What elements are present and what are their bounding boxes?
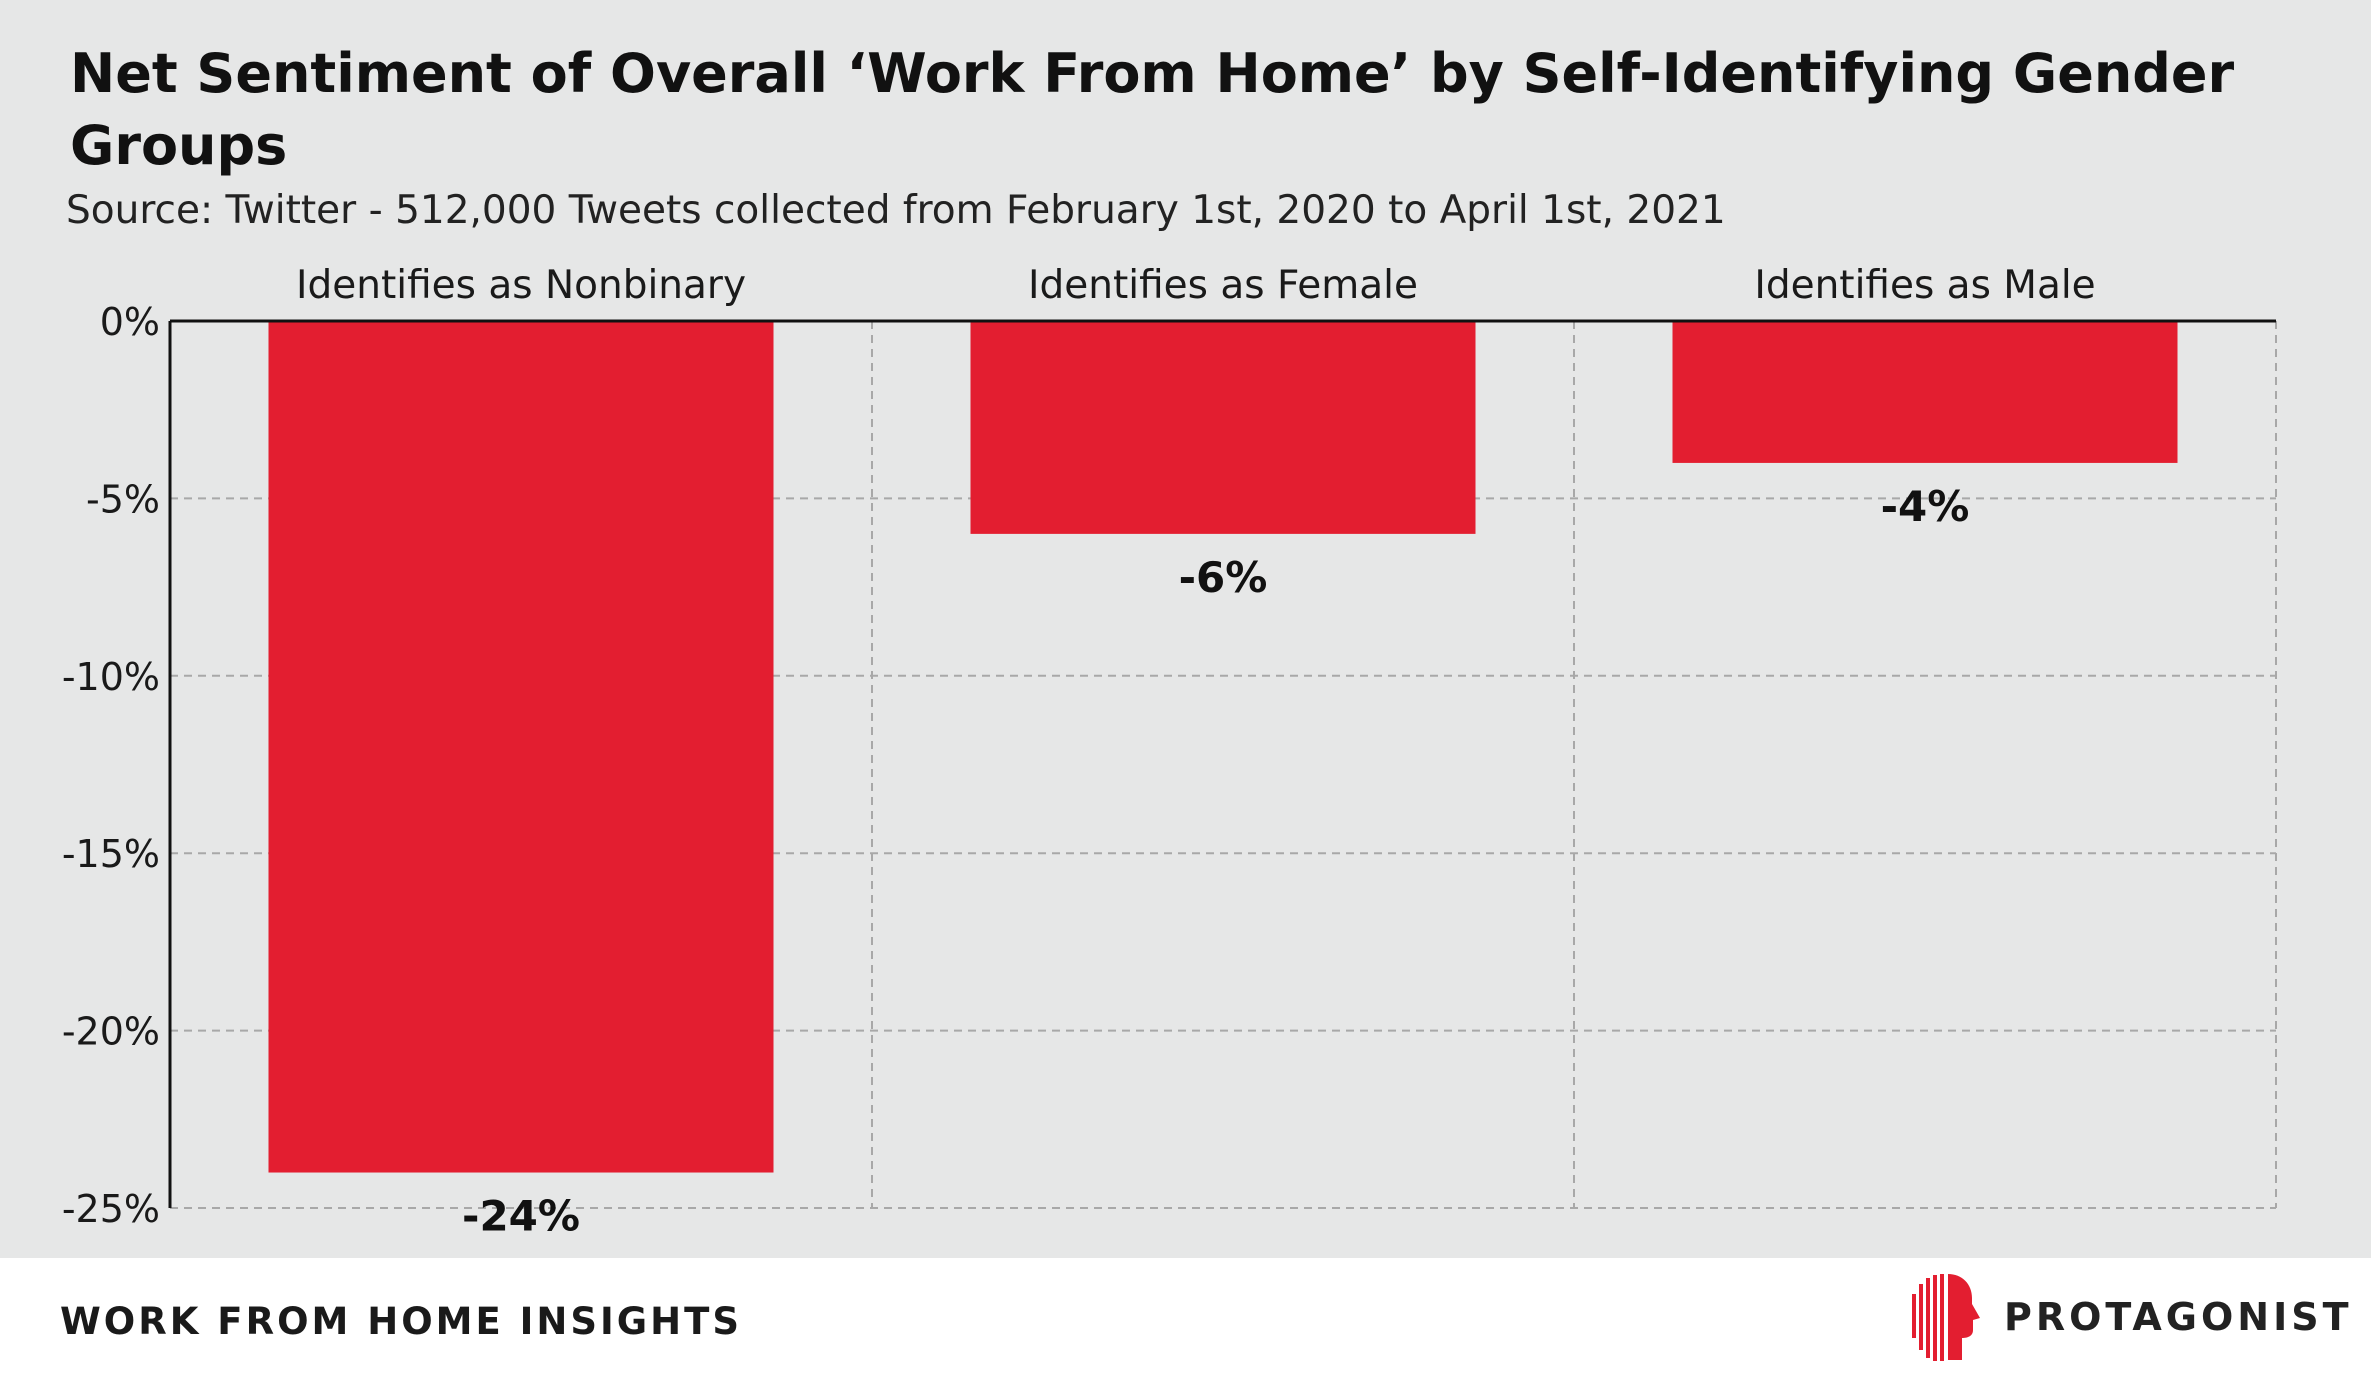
bar-value-label: -6%	[1179, 553, 1268, 602]
category-label: Identifies as Nonbinary	[296, 263, 746, 308]
chart-subtitle: Source: Twitter - 512,000 Tweets collect…	[66, 188, 1726, 233]
bar	[268, 321, 774, 1173]
y-tick-label: -10%	[62, 655, 160, 699]
footer-label: WORK FROM HOME INSIGHTS	[60, 1300, 742, 1343]
chart-panel: Net Sentiment of Overall ‘Work From Home…	[0, 0, 2371, 1258]
brand-name: PROTAGONIST	[2004, 1295, 2353, 1339]
y-tick-label: -5%	[86, 477, 160, 521]
y-tick-label: -20%	[62, 1010, 160, 1054]
bar-value-label: -4%	[1881, 482, 1970, 531]
bar	[1672, 321, 2178, 463]
category-label: Identifies as Male	[1754, 263, 2095, 308]
y-tick-label: -15%	[62, 832, 160, 876]
bar-chart: -24% Identifies as Nonbinary -6% Identifies…	[62, 263, 2277, 1241]
brand-logo: PROTAGONIST	[1910, 1272, 2353, 1362]
bar-value-label: -24%	[462, 1192, 580, 1241]
y-tick-label: 0%	[100, 300, 160, 344]
y-tick-label: -25%	[62, 1187, 160, 1231]
bar	[970, 321, 1476, 534]
chart-title: Net Sentiment of Overall ‘Work From Home…	[70, 42, 2235, 177]
category-label: Identifies as Female	[1028, 263, 1418, 308]
protagonist-logo-icon	[1912, 1274, 1980, 1361]
